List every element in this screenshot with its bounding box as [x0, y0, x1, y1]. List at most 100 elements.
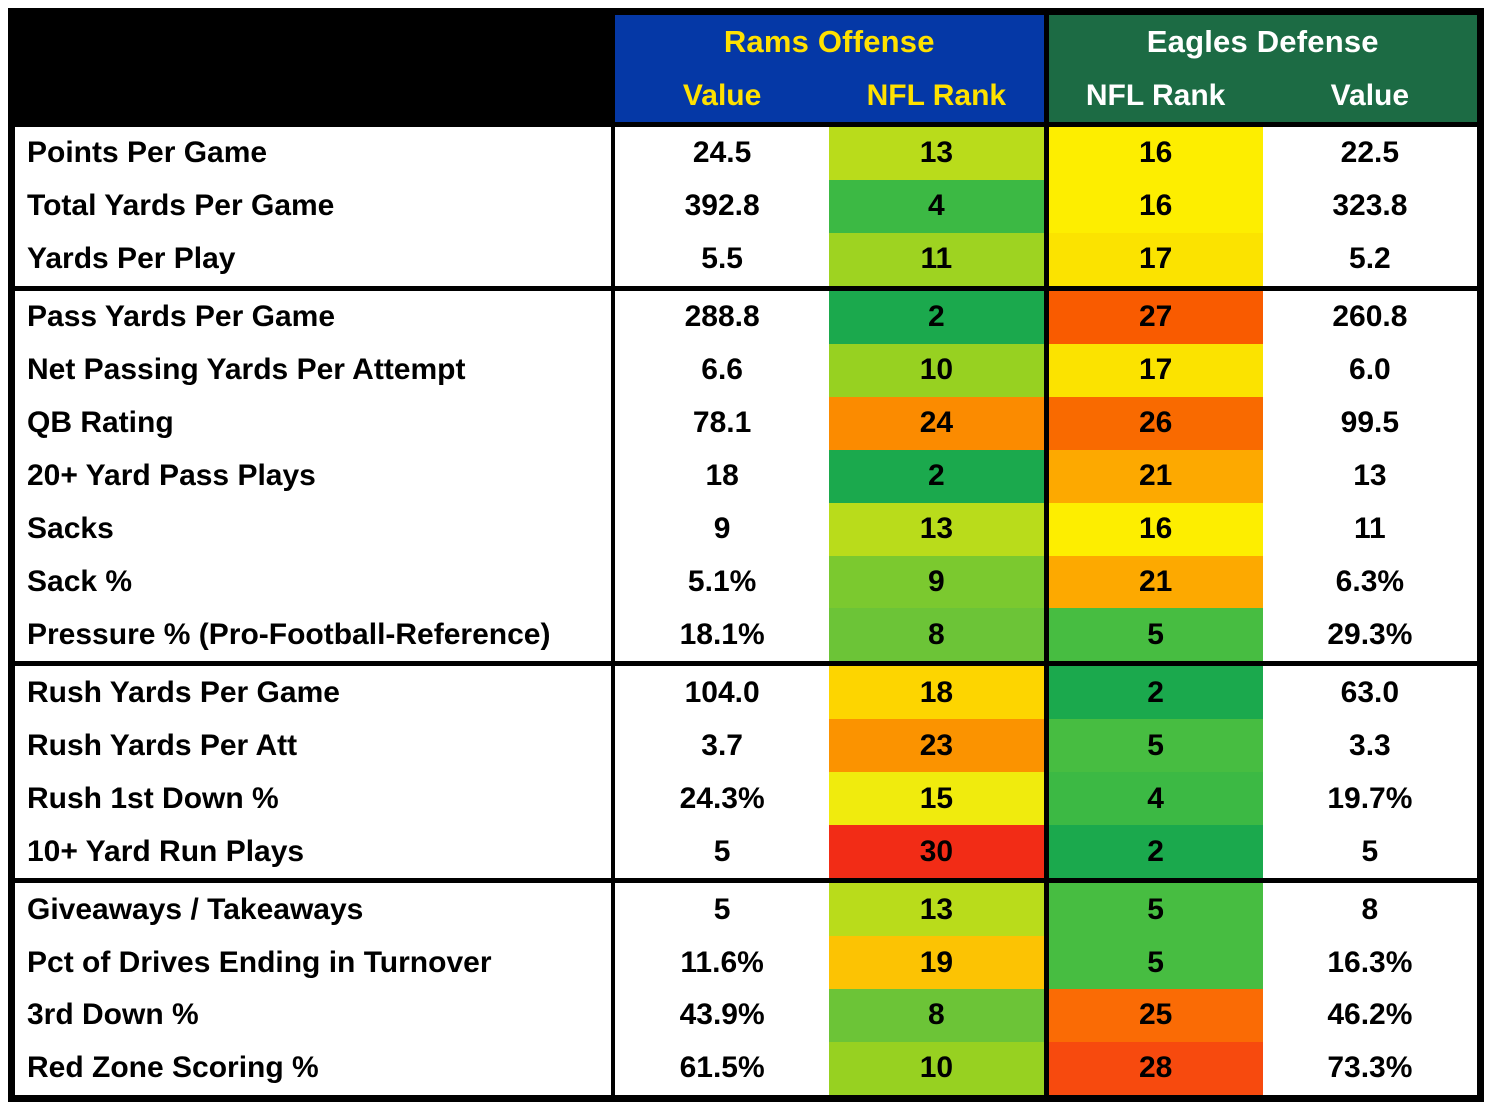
rams-value-column-header: Value [682, 78, 762, 112]
eagles-value-cell: 13 [1353, 459, 1387, 493]
table-body: Points Per Game 24.5 13 16 22.5 Total Ya… [15, 127, 1477, 1095]
stat-row: Points Per Game 24.5 13 16 22.5 [15, 127, 1477, 180]
rams-value-cell: 9 [713, 512, 731, 546]
stat-row: Yards Per Play 5.5 11 17 5.2 [15, 232, 1477, 286]
rams-value-cell: 43.9% [679, 998, 765, 1032]
rams-rank-column-header: NFL Rank [866, 78, 1007, 112]
stat-label: Pct of Drives Ending in Turnover [15, 936, 615, 989]
rams-rank-cell: 8 [829, 608, 1044, 662]
eagles-rank-cell: 28 [1043, 1041, 1263, 1095]
rams-value-cell: 104.0 [684, 675, 760, 709]
eagles-value-column-header: Value [1330, 78, 1410, 112]
eagles-value-cell: 11 [1354, 512, 1386, 546]
stat-label: Points Per Game [15, 127, 615, 180]
rams-value-cell: 78.1 [692, 406, 752, 440]
eagles-rank-cell: 16 [1043, 127, 1263, 180]
eagles-value-cell: 63.0 [1340, 675, 1400, 709]
rams-value-cell: 11.6% [680, 945, 764, 979]
eagles-value-cell: 46.2% [1327, 998, 1413, 1032]
rams-rank-cell: 8 [829, 989, 1044, 1042]
rams-value-cell: 5.1% [687, 564, 757, 598]
eagles-rank-cell: 26 [1043, 396, 1263, 450]
eagles-rank-cell: 16 [1043, 179, 1263, 233]
rams-value-cell: 18.1% [679, 617, 765, 651]
rams-rank-cell: 4 [829, 179, 1044, 233]
stat-row: Pressure % (Pro-Football-Reference) 18.1… [15, 608, 1477, 662]
rams-offense-title: Rams Offense [723, 24, 935, 60]
eagles-value-cell: 5.2 [1349, 242, 1391, 276]
stat-row: Rush Yards Per Game 104.0 18 2 63.0 [15, 661, 1477, 720]
eagles-rank-cell: 17 [1043, 343, 1263, 397]
rams-value-cell: 18 [705, 459, 739, 493]
eagles-rank-cell: 21 [1043, 449, 1263, 503]
table-header: Rams Offense Value NFL Rank Eagles Defen… [15, 15, 1477, 127]
rams-rank-cell: 11 [829, 232, 1044, 286]
stat-row: 20+ Yard Pass Plays 18 2 21 13 [15, 449, 1477, 503]
rams-rank-cell: 30 [829, 825, 1044, 879]
rams-offense-header: Rams Offense Value NFL Rank [615, 15, 1044, 122]
rams-rank-cell: 19 [829, 936, 1044, 989]
stat-label: QB Rating [15, 396, 615, 450]
stat-label: Giveaways / Takeaways [15, 883, 615, 937]
corner-spacer [15, 15, 615, 122]
rams-value-cell: 6.6 [701, 353, 743, 387]
rams-value-cell: 24.5 [692, 136, 752, 170]
eagles-rank-cell: 2 [1043, 825, 1263, 879]
eagles-rank-cell: 5 [1043, 719, 1263, 773]
stat-label: Net Passing Yards Per Attempt [15, 343, 615, 397]
rams-value-cell: 5 [713, 892, 731, 926]
rams-value-cell: 3.7 [701, 728, 743, 762]
eagles-rank-cell: 2 [1043, 666, 1263, 720]
stat-label: 3rd Down % [15, 989, 615, 1042]
stat-row: Net Passing Yards Per Attempt 6.6 10 17 … [15, 343, 1477, 397]
stat-label: Pressure % (Pro-Football-Reference) [15, 608, 615, 662]
eagles-subheader: NFL Rank Value [1049, 70, 1478, 122]
eagles-rank-cell: 17 [1043, 232, 1263, 286]
rams-rank-cell: 13 [829, 127, 1044, 180]
stat-row: Rush 1st Down % 24.3% 15 4 19.7% [15, 772, 1477, 826]
eagles-value-cell: 323.8 [1332, 189, 1408, 223]
stat-label: Rush 1st Down % [15, 772, 615, 826]
stat-row: Sacks 9 13 16 11 [15, 502, 1477, 556]
eagles-rank-cell: 5 [1043, 883, 1263, 937]
eagles-rank-cell: 5 [1043, 936, 1263, 989]
eagles-value-cell: 6.0 [1349, 353, 1391, 387]
eagles-value-cell: 8 [1361, 892, 1379, 926]
rams-rank-cell: 13 [829, 502, 1044, 556]
eagles-rank-cell: 5 [1043, 608, 1263, 662]
eagles-rank-cell: 4 [1043, 772, 1263, 826]
rams-rank-cell: 2 [829, 449, 1044, 503]
eagles-value-cell: 73.3% [1327, 1051, 1413, 1085]
stat-row: Sack % 5.1% 9 21 6.3% [15, 555, 1477, 609]
rams-value-cell: 24.3% [679, 781, 765, 815]
eagles-defense-title: Eagles Defense [1146, 24, 1379, 60]
eagles-rank-column-header: NFL Rank [1085, 78, 1226, 112]
stat-table: Rams Offense Value NFL Rank Eagles Defen… [8, 8, 1484, 1102]
rams-rank-cell: 15 [829, 772, 1044, 826]
stat-label: Rush Yards Per Att [15, 719, 615, 773]
stat-label: Total Yards Per Game [15, 179, 615, 233]
rams-value-cell: 5.5 [701, 242, 743, 276]
rams-rank-cell: 24 [829, 396, 1044, 450]
stat-label: Pass Yards Per Game [15, 290, 615, 344]
rams-value-cell: 5 [713, 834, 731, 868]
stat-label: Sacks [15, 502, 615, 556]
eagles-rank-cell: 21 [1043, 555, 1263, 609]
stat-row: Total Yards Per Game 392.8 4 16 323.8 [15, 179, 1477, 233]
stat-row: 3rd Down % 43.9% 8 25 46.2% [15, 989, 1477, 1042]
eagles-value-cell: 16.3% [1327, 945, 1413, 979]
stat-row: Rush Yards Per Att 3.7 23 5 3.3 [15, 719, 1477, 773]
stat-row: Pct of Drives Ending in Turnover 11.6% 1… [15, 936, 1477, 989]
stat-label: Rush Yards Per Game [15, 666, 615, 720]
eagles-value-cell: 5 [1361, 834, 1379, 868]
stat-row: 10+ Yard Run Plays 5 30 2 5 [15, 825, 1477, 879]
stat-label: Yards Per Play [15, 232, 615, 286]
rams-value-cell: 288.8 [684, 300, 760, 334]
stat-row: Giveaways / Takeaways 5 13 5 8 [15, 878, 1477, 937]
rams-rank-cell: 13 [829, 883, 1044, 937]
eagles-value-cell: 3.3 [1349, 728, 1391, 762]
rams-value-cell: 61.5% [679, 1051, 765, 1085]
eagles-value-cell: 22.5 [1340, 136, 1400, 170]
rams-rank-cell: 10 [829, 1041, 1044, 1095]
